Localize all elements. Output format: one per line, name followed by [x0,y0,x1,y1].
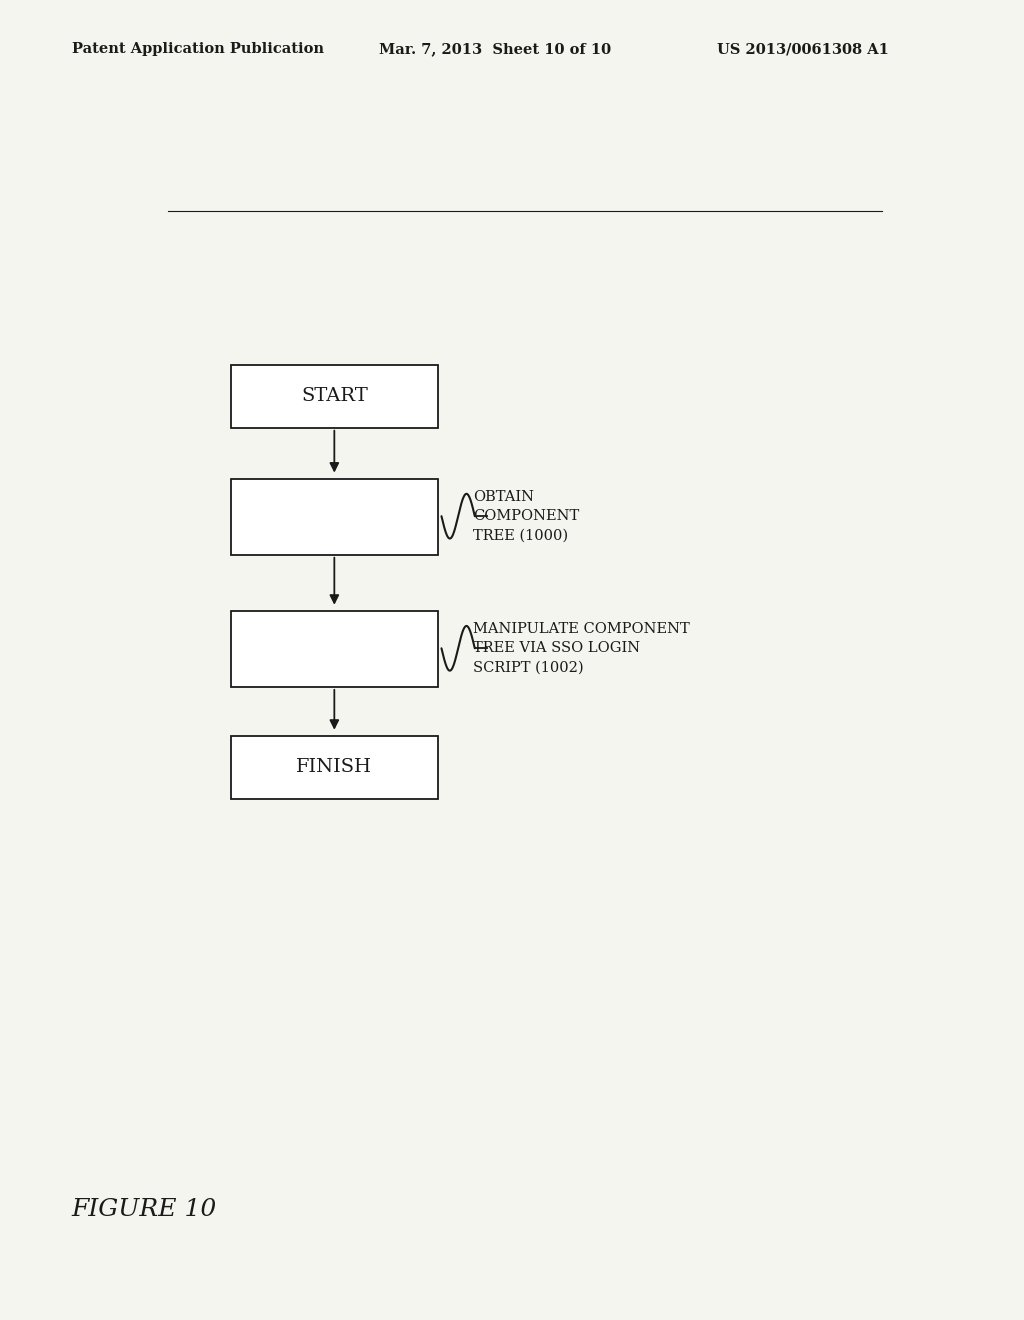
Bar [231,735,437,799]
Text: OBTAIN
COMPONENT
TREE (1000): OBTAIN COMPONENT TREE (1000) [473,490,580,543]
Text: FIGURE 10: FIGURE 10 [72,1199,217,1221]
Bar [231,611,437,686]
Text: START: START [301,387,368,405]
Text: FINISH: FINISH [296,758,373,776]
Text: US 2013/0061308 A1: US 2013/0061308 A1 [717,42,889,57]
Bar [231,479,437,554]
Text: MANIPULATE COMPONENT
TREE VIA SSO LOGIN
SCRIPT (1002): MANIPULATE COMPONENT TREE VIA SSO LOGIN … [473,622,690,675]
Text: Patent Application Publication: Patent Application Publication [72,42,324,57]
Text: Mar. 7, 2013  Sheet 10 of 10: Mar. 7, 2013 Sheet 10 of 10 [379,42,611,57]
Bar [231,364,437,428]
